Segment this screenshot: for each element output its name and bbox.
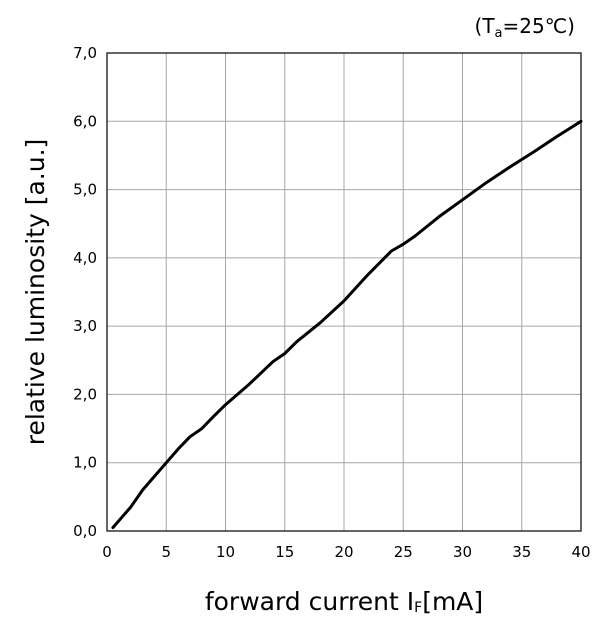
plot-frame (106, 52, 582, 532)
x-tick-label: 15 (275, 543, 294, 561)
x-tick-label: 35 (512, 543, 531, 561)
condition-prefix: (T (475, 14, 496, 38)
x-tick-label: 40 (571, 543, 590, 561)
x-tick-label: 10 (216, 543, 235, 561)
x-axis-label: forward current IF[mA] (205, 587, 483, 616)
y-tick-label: 5,0 (73, 181, 97, 199)
condition-suffix: =25℃) (503, 14, 575, 38)
y-axis-ticks: 0,0 1,0 2,0 3,0 4,0 5,0 6,0 7,0 (73, 44, 97, 540)
y-tick-label: 3,0 (73, 317, 97, 335)
y-tick-label: 4,0 (73, 249, 97, 267)
x-axis-ticks: 0 5 10 15 20 25 30 35 40 (102, 543, 590, 561)
y-tick-label: 6,0 (73, 112, 97, 130)
grid (107, 53, 581, 531)
y-tick-label: 1,0 (73, 454, 97, 472)
series-line (111, 119, 583, 530)
x-tick-label: 30 (453, 543, 472, 561)
y-tick-label: 2,0 (73, 385, 97, 403)
condition-subscript: a (495, 26, 503, 41)
condition-label: (Ta=25℃) (475, 14, 575, 41)
x-axis-label-suffix: [mA] (422, 587, 483, 616)
y-tick-label: 7,0 (73, 44, 97, 62)
x-axis-label-prefix: forward current I (205, 587, 414, 616)
x-tick-label: 0 (102, 543, 112, 561)
y-tick-label: 0,0 (73, 522, 97, 540)
x-tick-label: 20 (334, 543, 353, 561)
x-tick-label: 5 (161, 543, 171, 561)
x-axis-label-subscript: F (414, 600, 422, 616)
x-tick-label: 25 (394, 543, 413, 561)
y-axis-label: relative luminosity [a.u.] (21, 139, 50, 446)
